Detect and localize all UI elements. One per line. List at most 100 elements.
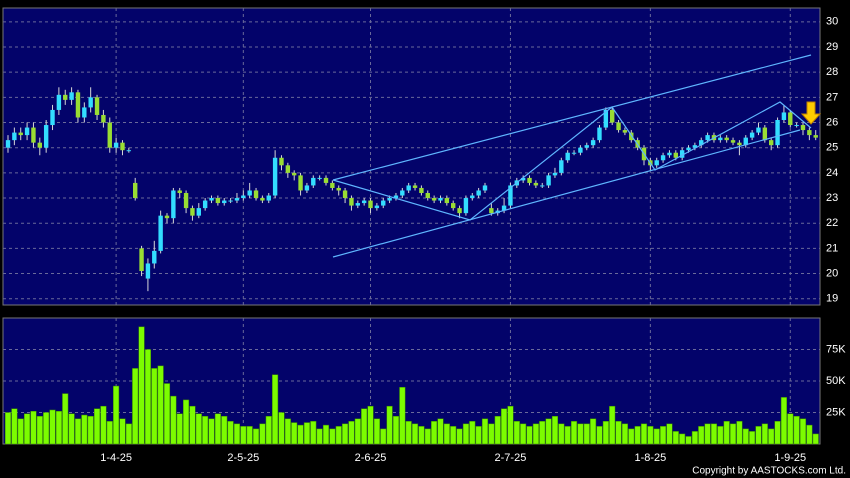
candle-body xyxy=(482,185,488,191)
volume-bar xyxy=(710,423,718,445)
volume-bar xyxy=(481,418,489,445)
candle-body xyxy=(241,195,246,199)
candle-body xyxy=(438,198,443,201)
candle-body xyxy=(304,185,310,191)
candle-body xyxy=(120,142,125,151)
candle-body xyxy=(234,198,240,201)
x-tick-label: 1-4-25 xyxy=(100,452,132,464)
candle-body xyxy=(12,132,17,141)
candle-body xyxy=(431,198,437,201)
volume-bar xyxy=(723,421,730,445)
candle-body xyxy=(699,140,704,146)
candle-body xyxy=(527,177,532,183)
volume-bar xyxy=(793,416,800,445)
x-tick-label: 1-8-25 xyxy=(634,452,666,464)
candle-body xyxy=(145,263,151,279)
candle-body xyxy=(113,142,119,148)
volume-bar xyxy=(322,424,330,445)
candle-body xyxy=(400,190,405,196)
volume-bar xyxy=(532,423,539,445)
volume-bar xyxy=(780,397,787,445)
volume-bar xyxy=(240,426,247,445)
candle-body xyxy=(737,142,742,146)
volume-bar xyxy=(749,431,756,445)
volume-bar xyxy=(303,422,310,445)
candle-body xyxy=(571,152,577,154)
y-tick-label: 20 xyxy=(826,267,838,279)
volume-bar xyxy=(443,423,450,445)
volume-bar xyxy=(392,416,400,445)
volume-bar xyxy=(405,421,412,445)
volume-bar xyxy=(221,416,228,445)
volume-bar xyxy=(214,413,221,445)
candle-body xyxy=(781,112,787,121)
volume-bar xyxy=(628,428,635,445)
volume-bar xyxy=(259,423,266,445)
volume-bar xyxy=(501,408,508,445)
candle-body xyxy=(769,140,774,146)
volume-bar xyxy=(736,421,743,445)
candle-body xyxy=(444,198,450,204)
candle-body xyxy=(279,157,284,166)
volume-bar xyxy=(768,428,775,445)
y-tick-label: 30 xyxy=(826,16,838,28)
volume-bar xyxy=(233,423,241,445)
candle-body xyxy=(775,120,780,146)
volume-bar xyxy=(590,418,597,445)
candle-body xyxy=(559,160,564,173)
candle-body xyxy=(215,198,221,204)
candle-body xyxy=(387,198,392,201)
candle-body xyxy=(69,92,74,100)
candle-body xyxy=(406,185,411,191)
candle-body xyxy=(24,127,30,136)
candle-body xyxy=(37,142,42,148)
candle-body xyxy=(82,107,87,118)
candle-body xyxy=(813,135,818,138)
candle-body xyxy=(730,140,736,143)
volume-bar xyxy=(698,426,705,445)
y-tick-label: 75K xyxy=(826,343,846,355)
candle-body xyxy=(718,137,723,141)
volume-bar xyxy=(68,413,75,445)
candle-body xyxy=(393,195,399,199)
trend-lines xyxy=(332,54,812,258)
candle-body xyxy=(756,127,761,133)
x-tick-label: 2-6-25 xyxy=(355,452,387,464)
y-tick-label: 25 xyxy=(826,142,838,154)
price-panel xyxy=(2,7,821,306)
candle-body xyxy=(489,208,494,214)
candle-body xyxy=(171,190,176,219)
volume-bar xyxy=(11,408,18,445)
volume-bar xyxy=(691,431,698,445)
volume-bar xyxy=(176,413,183,445)
volume-bar xyxy=(418,426,425,445)
volume-bar xyxy=(431,421,438,445)
candle-body xyxy=(292,172,297,176)
y-tick-label: 50K xyxy=(826,375,846,387)
volume-bar xyxy=(647,426,654,445)
volume-bar xyxy=(17,418,24,445)
volume-bar xyxy=(507,405,514,445)
candle-body xyxy=(419,187,424,193)
volume-bar xyxy=(653,428,660,445)
candle-body xyxy=(692,145,698,148)
volume-bar xyxy=(297,424,304,445)
candle-body xyxy=(183,192,189,209)
candle-body xyxy=(463,198,469,214)
volume-bar xyxy=(151,368,158,445)
candle-body xyxy=(800,125,806,131)
candle-body xyxy=(590,140,596,146)
y-tick-label: 28 xyxy=(826,66,838,78)
volume-bar xyxy=(513,421,520,445)
volume-bar xyxy=(119,418,126,445)
candle-body xyxy=(158,215,163,251)
candle-body xyxy=(56,94,62,110)
volume-bar xyxy=(666,423,673,445)
volume-bar xyxy=(170,395,177,445)
candle-body xyxy=(654,160,659,166)
volume-bar xyxy=(615,421,622,445)
candle-body xyxy=(749,132,755,138)
candle-body xyxy=(622,130,628,133)
volume-bar xyxy=(138,326,145,445)
